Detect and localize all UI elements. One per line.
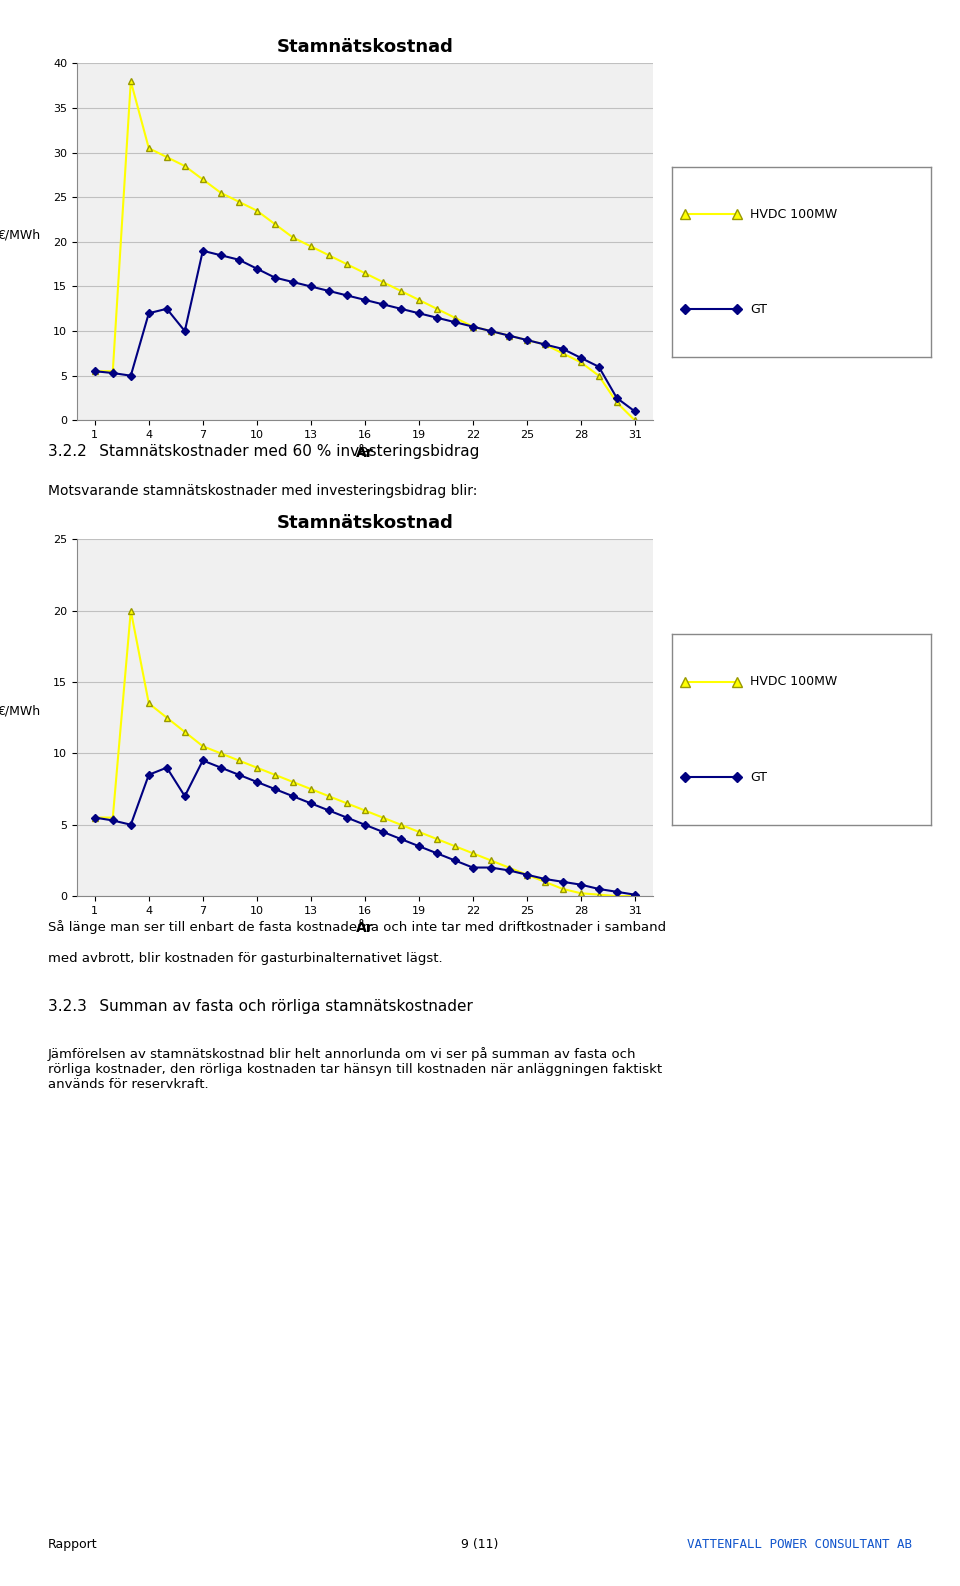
Text: HVDC 100MW: HVDC 100MW <box>750 208 837 220</box>
Text: HVDC 100MW: HVDC 100MW <box>750 676 837 688</box>
Text: 9 (11): 9 (11) <box>462 1538 498 1551</box>
Y-axis label: €/MWh: €/MWh <box>0 704 39 717</box>
Title: Stamnätskostnad: Stamnätskostnad <box>276 514 453 533</box>
Y-axis label: €/MWh: €/MWh <box>0 228 39 241</box>
Text: Jämförelsen av stamnätskostnad blir helt annorlunda om vi ser på summan av fasta: Jämförelsen av stamnätskostnad blir helt… <box>48 1047 662 1091</box>
X-axis label: År: År <box>356 446 373 460</box>
Text: 3.2.2  Stamnätskostnader med 60 % investeringsbidrag: 3.2.2 Stamnätskostnader med 60 % investe… <box>48 444 479 458</box>
Text: Motsvarande stamnätskostnader med investeringsbidrag blir:: Motsvarande stamnätskostnader med invest… <box>48 484 477 498</box>
Text: Så länge man ser till enbart de fasta kostnaderna och inte tar med driftkostnade: Så länge man ser till enbart de fasta ko… <box>48 920 666 934</box>
Text: VATTENFALL POWER CONSULTANT AB: VATTENFALL POWER CONSULTANT AB <box>687 1538 912 1551</box>
Text: Rapport: Rapport <box>48 1538 98 1551</box>
Text: 3.2.3  Summan av fasta och rörliga stamnätskostnader: 3.2.3 Summan av fasta och rörliga stamnä… <box>48 999 473 1013</box>
Text: med avbrott, blir kostnaden för gasturbinalternativet lägst.: med avbrott, blir kostnaden för gasturbi… <box>48 952 443 964</box>
Text: GT: GT <box>750 303 767 316</box>
X-axis label: År: År <box>356 921 373 936</box>
Text: GT: GT <box>750 771 767 783</box>
Title: Stamnätskostnad: Stamnätskostnad <box>276 38 453 57</box>
